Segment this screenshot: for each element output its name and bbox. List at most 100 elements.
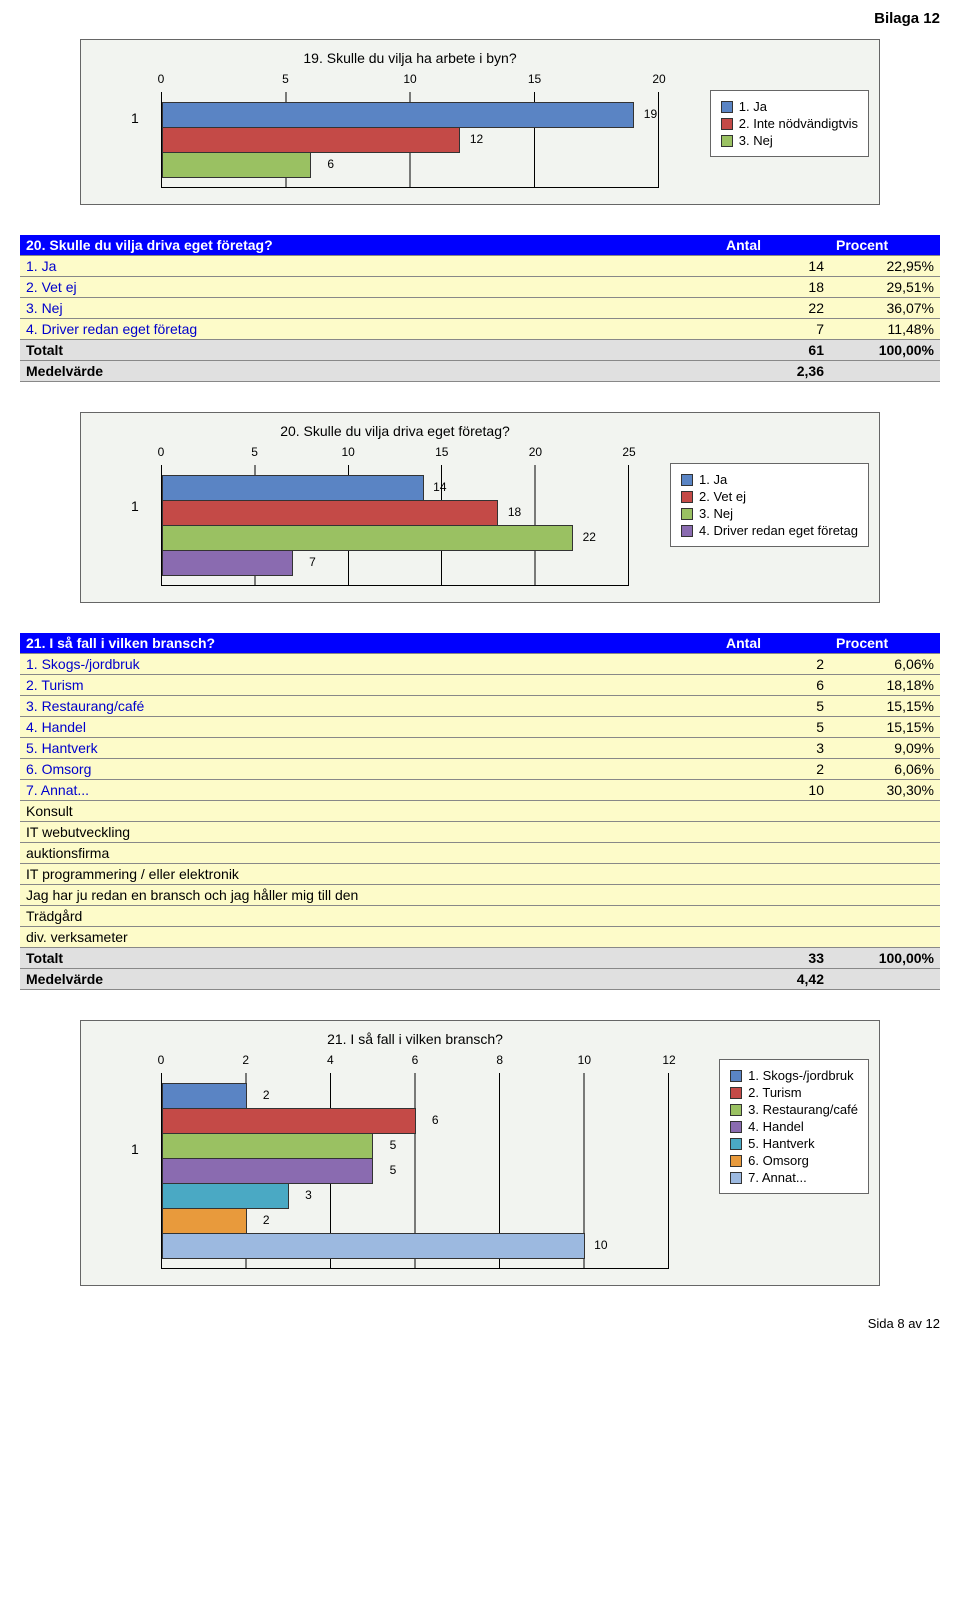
legend-label: 3. Restaurang/café bbox=[748, 1102, 858, 1117]
chart-bar: 2 bbox=[162, 1083, 247, 1109]
mean-label: Medelvärde bbox=[20, 969, 720, 990]
table-row: 3. Restaurang/café515,15% bbox=[20, 696, 940, 717]
legend-label: 7. Annat... bbox=[748, 1170, 807, 1185]
axis-tick: 6 bbox=[412, 1053, 419, 1067]
legend-label: 3. Nej bbox=[699, 506, 733, 521]
table-21-h-procent: Procent bbox=[830, 633, 940, 654]
section-table-20: 20. Skulle du vilja driva eget företag? … bbox=[20, 235, 940, 382]
table-20-h-antal: Antal bbox=[720, 235, 830, 256]
legend-swatch bbox=[681, 508, 693, 520]
chart-bar: 10 bbox=[162, 1233, 585, 1259]
bar-value-label: 2 bbox=[263, 1088, 270, 1102]
table-row: 5. Hantverk39,09% bbox=[20, 738, 940, 759]
legend-swatch bbox=[721, 135, 733, 147]
row-procent: 6,06% bbox=[830, 654, 940, 675]
axis-tick: 0 bbox=[158, 445, 165, 459]
table-21-h-antal: Antal bbox=[720, 633, 830, 654]
axis-tick: 20 bbox=[652, 72, 665, 86]
bar-value-label: 5 bbox=[390, 1138, 397, 1152]
legend-swatch bbox=[681, 525, 693, 537]
chart-bar: 14 bbox=[162, 475, 424, 501]
chart-19-plot: 19126 bbox=[161, 92, 659, 188]
chart-bar: 12 bbox=[162, 127, 460, 153]
legend-item: 1. Skogs-/jordbruk bbox=[730, 1068, 858, 1083]
legend-label: 4. Driver redan eget företag bbox=[699, 523, 858, 538]
row-procent: 30,30% bbox=[830, 780, 940, 801]
legend-label: 2. Vet ej bbox=[699, 489, 746, 504]
row-procent: 29,51% bbox=[830, 277, 940, 298]
chart-bar: 7 bbox=[162, 550, 293, 576]
legend-item: 7. Annat... bbox=[730, 1170, 858, 1185]
row-procent: 18,18% bbox=[830, 675, 940, 696]
table-21: 21. I så fall i vilken bransch? Antal Pr… bbox=[20, 633, 940, 990]
total-label: Totalt bbox=[20, 340, 720, 361]
row-antal: 22 bbox=[720, 298, 830, 319]
legend-label: 2. Turism bbox=[748, 1085, 801, 1100]
chart-bar: 2 bbox=[162, 1208, 247, 1234]
row-antal: 5 bbox=[720, 717, 830, 738]
row-label: 1. Ja bbox=[20, 256, 720, 277]
legend-swatch bbox=[730, 1138, 742, 1150]
row-antal: 3 bbox=[720, 738, 830, 759]
legend-label: 1. Ja bbox=[699, 472, 727, 487]
table-20-header: 20. Skulle du vilja driva eget företag? … bbox=[20, 235, 940, 256]
bar-value-label: 7 bbox=[309, 555, 316, 569]
chart-21-axis: 024681012 bbox=[161, 1057, 669, 1073]
bar-value-label: 14 bbox=[433, 480, 446, 494]
page-header: Bilaga 12 bbox=[20, 10, 940, 27]
table-row: 1. Skogs-/jordbruk26,06% bbox=[20, 654, 940, 675]
table-row-mean: Medelvärde2,36 bbox=[20, 361, 940, 382]
chart-bar: 19 bbox=[162, 102, 634, 128]
legend-item: 4. Handel bbox=[730, 1119, 858, 1134]
chart-20-title: 20. Skulle du vilja driva eget företag? bbox=[161, 423, 629, 439]
row-label: Jag har ju redan en bransch och jag håll… bbox=[20, 885, 720, 906]
table-21-title: 21. I så fall i vilken bransch? bbox=[20, 633, 720, 654]
row-procent: 15,15% bbox=[830, 717, 940, 738]
chart-bar: 6 bbox=[162, 152, 311, 178]
section-table-21: 21. I så fall i vilken bransch? Antal Pr… bbox=[20, 633, 940, 990]
axis-tick: 20 bbox=[529, 445, 542, 459]
table-row-plain: auktionsfirma bbox=[20, 843, 940, 864]
chart-21-title: 21. I så fall i vilken bransch? bbox=[161, 1031, 669, 1047]
chart-19-legend: 1. Ja2. Inte nödvändigtvis3. Nej bbox=[710, 90, 869, 157]
table-20-title: 20. Skulle du vilja driva eget företag? bbox=[20, 235, 720, 256]
legend-item: 1. Ja bbox=[681, 472, 858, 487]
row-antal: 2 bbox=[720, 759, 830, 780]
table-row: 3. Nej2236,07% bbox=[20, 298, 940, 319]
row-label: 3. Nej bbox=[20, 298, 720, 319]
bar-value-label: 6 bbox=[327, 157, 334, 171]
chart-20-row-label: 1 bbox=[131, 498, 139, 514]
total-procent: 100,00% bbox=[830, 948, 940, 969]
row-label: 6. Omsorg bbox=[20, 759, 720, 780]
row-label: IT webutveckling bbox=[20, 822, 720, 843]
bar-value-label: 12 bbox=[470, 132, 483, 146]
row-procent: 11,48% bbox=[830, 319, 940, 340]
bar-value-label: 18 bbox=[508, 505, 521, 519]
chart-21-panel: 21. I så fall i vilken bransch? 02468101… bbox=[80, 1020, 880, 1286]
legend-label: 5. Hantverk bbox=[748, 1136, 814, 1151]
row-label: auktionsfirma bbox=[20, 843, 720, 864]
axis-tick: 10 bbox=[342, 445, 355, 459]
row-antal: 14 bbox=[720, 256, 830, 277]
table-row-mean: Medelvärde4,42 bbox=[20, 969, 940, 990]
table-20: 20. Skulle du vilja driva eget företag? … bbox=[20, 235, 940, 382]
legend-item: 2. Turism bbox=[730, 1085, 858, 1100]
table-row: 7. Annat...1030,30% bbox=[20, 780, 940, 801]
row-antal: 6 bbox=[720, 675, 830, 696]
table-row-plain: IT webutveckling bbox=[20, 822, 940, 843]
chart-19-row-label: 1 bbox=[131, 110, 139, 126]
row-procent: 22,95% bbox=[830, 256, 940, 277]
row-procent: 36,07% bbox=[830, 298, 940, 319]
total-antal: 33 bbox=[720, 948, 830, 969]
legend-swatch bbox=[721, 118, 733, 130]
legend-swatch bbox=[681, 491, 693, 503]
total-procent: 100,00% bbox=[830, 340, 940, 361]
chart-bar: 3 bbox=[162, 1183, 289, 1209]
table-row-plain: IT programmering / eller elektronik bbox=[20, 864, 940, 885]
chart-bar: 18 bbox=[162, 500, 498, 526]
row-label: 7. Annat... bbox=[20, 780, 720, 801]
chart-21-row-label: 1 bbox=[131, 1141, 139, 1157]
legend-label: 6. Omsorg bbox=[748, 1153, 809, 1168]
legend-swatch bbox=[730, 1172, 742, 1184]
section-chart-20: 20. Skulle du vilja driva eget företag? … bbox=[20, 412, 940, 603]
